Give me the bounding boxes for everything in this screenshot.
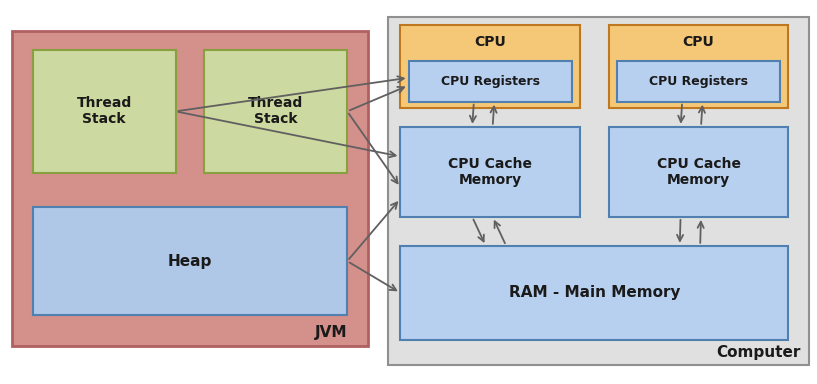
Bar bbox=[617, 61, 780, 102]
Text: RAM - Main Memory: RAM - Main Memory bbox=[509, 285, 680, 300]
Bar bbox=[33, 207, 347, 315]
Bar bbox=[609, 127, 788, 217]
Text: JVM: JVM bbox=[315, 325, 347, 340]
Text: CPU Cache
Memory: CPU Cache Memory bbox=[657, 157, 740, 187]
Bar bbox=[12, 31, 368, 346]
Bar bbox=[400, 25, 580, 108]
Text: Computer: Computer bbox=[717, 345, 801, 360]
Text: CPU Cache
Memory: CPU Cache Memory bbox=[449, 157, 532, 187]
Bar bbox=[33, 50, 176, 173]
Text: CPU Registers: CPU Registers bbox=[649, 75, 748, 88]
Bar bbox=[609, 25, 788, 108]
Bar bbox=[204, 50, 347, 173]
Bar bbox=[408, 61, 572, 102]
Bar bbox=[388, 17, 809, 365]
Text: Thread
Stack: Thread Stack bbox=[248, 96, 303, 126]
Text: CPU Registers: CPU Registers bbox=[440, 75, 540, 88]
Bar bbox=[400, 246, 788, 340]
Text: CPU: CPU bbox=[683, 35, 714, 48]
Text: Heap: Heap bbox=[167, 253, 212, 269]
Text: Thread
Stack: Thread Stack bbox=[77, 96, 132, 126]
Text: CPU: CPU bbox=[475, 35, 506, 48]
Bar bbox=[400, 127, 580, 217]
